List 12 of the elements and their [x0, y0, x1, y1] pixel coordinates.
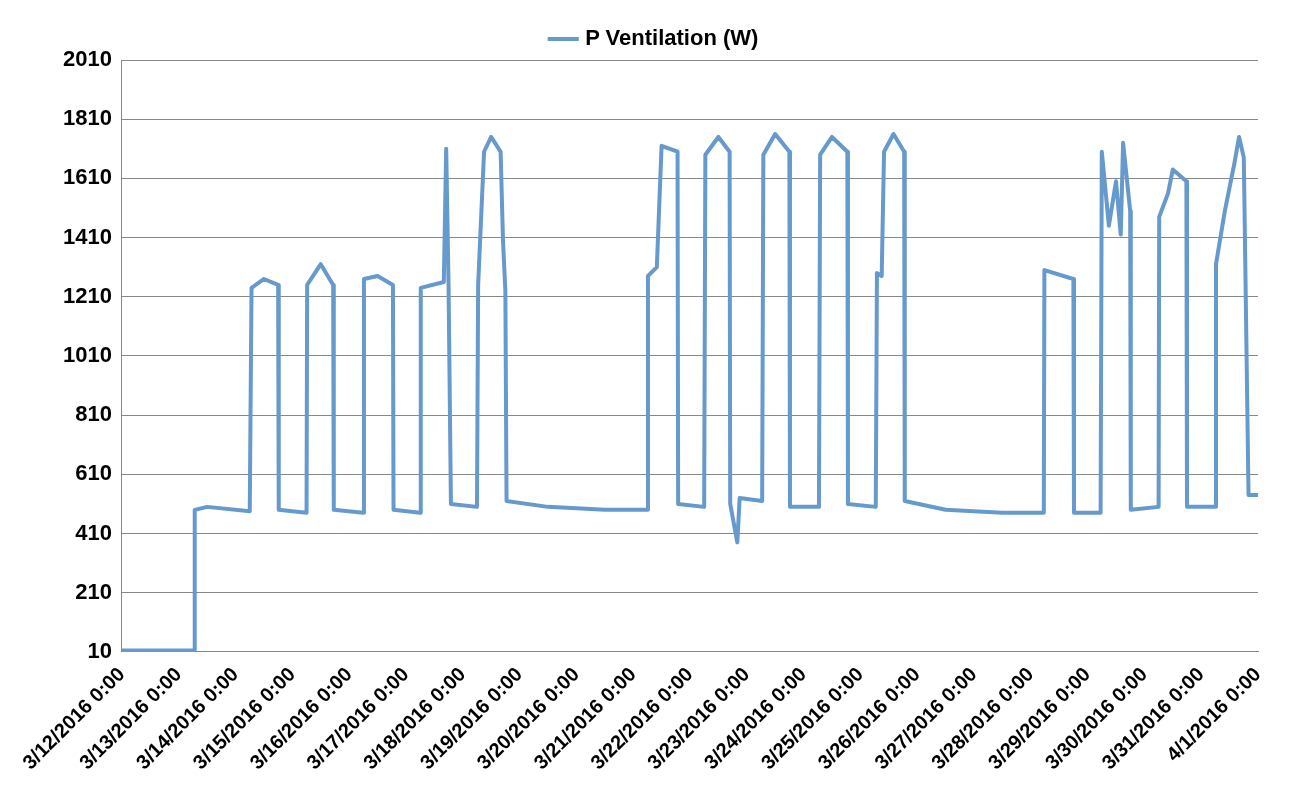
y-tick-label: 610 — [75, 460, 112, 486]
y-tick-label: 210 — [75, 578, 112, 604]
y-tick-label: 1010 — [62, 342, 112, 367]
legend-label: P Ventilation (W) — [585, 25, 759, 51]
y-tick-label: 410 — [75, 519, 112, 545]
y-tick-label: 1610 — [62, 164, 112, 190]
y-tick-label: 810 — [75, 401, 112, 427]
y-tick-label: 1210 — [62, 282, 112, 308]
y-tick-label: 10 — [87, 637, 112, 663]
y-tick-label: 1410 — [62, 223, 112, 249]
y-tick-label: 1810 — [62, 105, 112, 131]
y-tick-label: 2010 — [62, 46, 112, 72]
